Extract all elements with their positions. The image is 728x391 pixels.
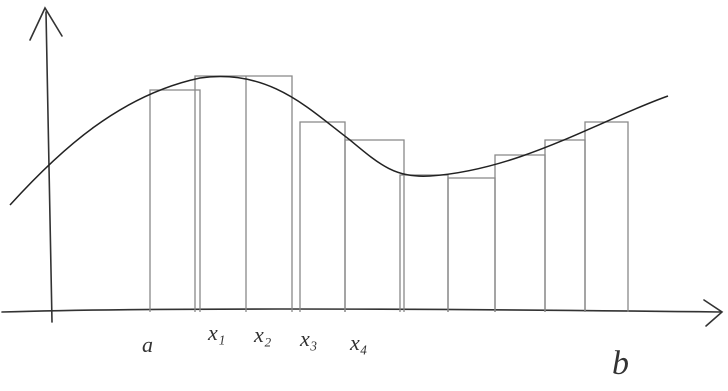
point-label: x₁ (207, 320, 225, 345)
labels: a x₁ x₂ x₃ x₄ b (142, 320, 629, 382)
riemann-sum-sketch: a x₁ x₂ x₃ x₄ b (0, 0, 728, 391)
rectangle (150, 90, 200, 312)
rectangle (300, 122, 345, 312)
point-label: x₄ (349, 330, 367, 355)
page: {"labels": ["a", "x₁", "x₂", "x₃", "x₄",… (0, 0, 728, 391)
function-curve (10, 76, 668, 205)
point-label: x₃ (299, 326, 317, 351)
rectangle (195, 76, 292, 312)
rectangle (585, 122, 628, 312)
point-label: b (612, 345, 629, 382)
rectangle (448, 178, 495, 312)
rectangle (495, 155, 545, 312)
rectangle (400, 175, 448, 312)
point-label: x₂ (253, 322, 272, 347)
rectangles (150, 76, 628, 312)
axes (2, 8, 722, 326)
point-label: a (142, 332, 153, 357)
rectangle (345, 140, 404, 312)
x-axis-arrow (704, 300, 722, 326)
x-axis (2, 309, 720, 312)
rectangle (545, 140, 585, 312)
